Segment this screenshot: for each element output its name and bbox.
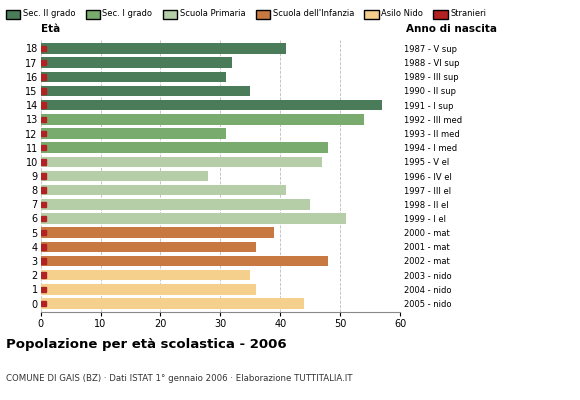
Bar xyxy=(41,298,305,309)
Bar xyxy=(41,72,226,82)
Bar xyxy=(41,301,46,306)
Bar xyxy=(41,159,46,164)
Bar xyxy=(41,43,287,54)
Text: Anno di nascita: Anno di nascita xyxy=(406,24,497,34)
Bar xyxy=(41,86,251,96)
Bar xyxy=(41,74,46,80)
Text: Stranieri: Stranieri xyxy=(450,10,486,18)
Bar xyxy=(41,216,46,221)
Text: Sec. II grado: Sec. II grado xyxy=(23,10,75,18)
Bar xyxy=(41,230,46,235)
Bar xyxy=(41,60,46,65)
Bar xyxy=(41,284,256,295)
Bar xyxy=(41,188,46,193)
Bar xyxy=(41,145,46,150)
Bar xyxy=(41,117,46,122)
Bar xyxy=(41,258,46,264)
Bar xyxy=(41,156,322,167)
Bar xyxy=(41,88,46,94)
Bar xyxy=(41,46,46,51)
Bar xyxy=(41,213,346,224)
Text: Popolazione per età scolastica - 2006: Popolazione per età scolastica - 2006 xyxy=(6,338,287,351)
Bar xyxy=(41,272,46,278)
Text: Sec. I grado: Sec. I grado xyxy=(103,10,153,18)
Bar xyxy=(41,287,46,292)
Bar xyxy=(41,199,310,210)
Bar xyxy=(41,114,364,125)
Bar xyxy=(41,202,46,207)
Text: Asilo Nido: Asilo Nido xyxy=(381,10,423,18)
Bar xyxy=(41,57,233,68)
Bar xyxy=(41,131,46,136)
Text: Età: Età xyxy=(41,24,60,34)
Bar xyxy=(41,142,328,153)
Bar xyxy=(41,128,226,139)
Bar xyxy=(41,244,46,250)
Bar xyxy=(41,171,208,181)
Bar xyxy=(41,185,287,196)
Bar xyxy=(41,270,251,280)
Text: Scuola dell'Infanzia: Scuola dell'Infanzia xyxy=(273,10,354,18)
Text: Scuola Primaria: Scuola Primaria xyxy=(180,10,245,18)
Bar xyxy=(41,242,256,252)
Bar xyxy=(41,100,382,110)
Text: COMUNE DI GAIS (BZ) · Dati ISTAT 1° gennaio 2006 · Elaborazione TUTTITALIA.IT: COMUNE DI GAIS (BZ) · Dati ISTAT 1° genn… xyxy=(6,374,352,383)
Bar xyxy=(41,173,46,179)
Bar xyxy=(41,256,328,266)
Bar xyxy=(41,102,46,108)
Bar xyxy=(41,227,274,238)
